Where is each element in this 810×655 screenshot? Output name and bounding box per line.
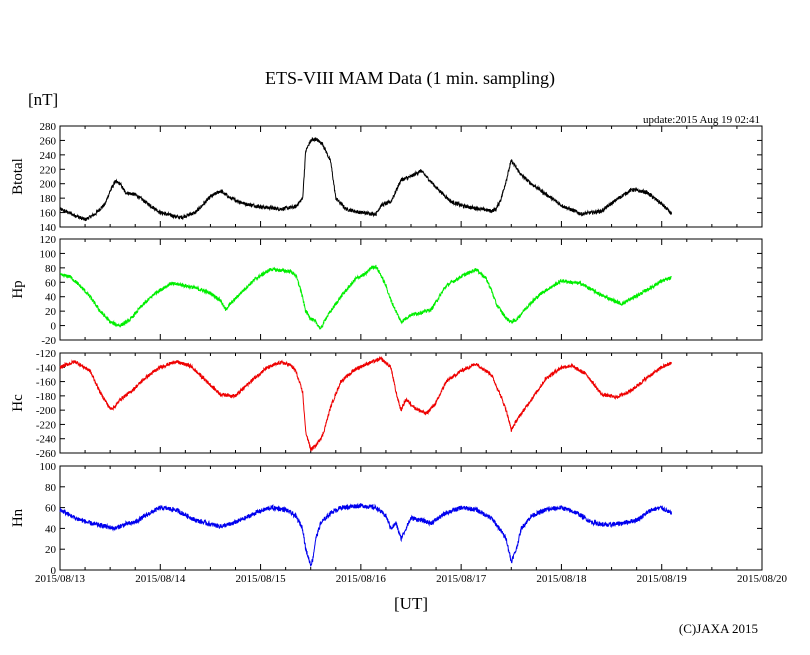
x-tick-label: 2015/08/20 (737, 573, 788, 585)
x-tick-label: 2015/08/18 (536, 573, 587, 585)
y-tick-label: 200 (40, 179, 57, 191)
x-tick-label: 2015/08/19 (637, 573, 688, 585)
x-tick-label: 2015/08/15 (236, 573, 287, 585)
y-tick-label: -180 (36, 391, 57, 403)
y-tick-label: 60 (45, 277, 57, 289)
y-tick-label: -260 (36, 448, 57, 460)
y-tick-label: -200 (36, 405, 57, 417)
y-tick-label: 20 (45, 544, 57, 556)
y-tick-label: 120 (40, 234, 57, 246)
y-tick-label: 180 (40, 193, 57, 205)
y-tick-label: 40 (45, 292, 57, 304)
y-tick-label: 0 (51, 565, 57, 577)
y-tick-label: -220 (36, 419, 57, 431)
y-tick-label: 240 (40, 150, 57, 162)
update-timestamp: update:2015 Aug 19 02:41 (643, 114, 760, 126)
x-tick-label: 2015/08/17 (436, 573, 487, 585)
y-tick-label: -120 (36, 348, 57, 360)
x-tick-label: 2015/08/13 (35, 573, 86, 585)
y-tick-label: 0 (51, 321, 57, 333)
y-tick-label: 280 (40, 121, 57, 133)
y-axis-label: Hc (10, 394, 26, 412)
panel-frame (59, 238, 763, 341)
copyright-label: (C)JAXA 2015 (679, 621, 758, 636)
y-tick-label: 140 (40, 222, 57, 234)
y-tick-label: -20 (41, 335, 56, 347)
y-tick-label: 60 (45, 503, 57, 515)
panel-hp: -20 0 20 40 60 80 100 120 Hp (10, 234, 763, 347)
series-line-hp (59, 264, 672, 330)
y-tick-label: -140 (36, 362, 57, 374)
y-tick-label: 100 (40, 248, 57, 260)
y-tick-label: 80 (45, 482, 57, 494)
y-tick-label: 80 (45, 263, 57, 275)
y-tick-label: 220 (40, 164, 57, 176)
y-axis-label: Hp (10, 280, 26, 298)
y-axis-label: Hn (10, 508, 26, 527)
series-line-hn (59, 502, 672, 567)
panels-group: 140160180200220240260280Btotal-200204060… (10, 121, 763, 577)
x-tick-label: 2015/08/16 (336, 573, 387, 585)
y-tick-label: 40 (45, 523, 57, 535)
y-tick-label: -240 (36, 434, 57, 446)
x-axis-label: [UT] (394, 594, 428, 613)
chart-title: ETS-VIII MAM Data (1 min. sampling) (265, 68, 555, 89)
y-tick-label: -160 (36, 377, 57, 389)
y-axis-label: Btotal (10, 158, 26, 195)
units-label: [nT] (28, 90, 58, 109)
panel-hc: -260 -240 -220 -200 -180 -160 -140 -120 Hc (10, 348, 763, 460)
x-axis-ticks: 2015/08/13 2015/08/14 2015/08/15 2015/08/16… (35, 573, 788, 585)
y-tick-label: 100 (40, 461, 57, 473)
x-tick-label: 2015/08/14 (135, 573, 186, 585)
y-tick-label: 260 (40, 135, 57, 147)
y-tick-label: 20 (45, 306, 57, 318)
panel-btotal: 140 160 180 200 220 240 260 280 Btotal (10, 121, 763, 234)
series-line-hc (59, 355, 672, 452)
panel-hn: 0 20 40 60 80 100 Hn (10, 461, 763, 577)
series-line-btotal (59, 136, 672, 222)
y-tick-label: 160 (40, 208, 57, 220)
